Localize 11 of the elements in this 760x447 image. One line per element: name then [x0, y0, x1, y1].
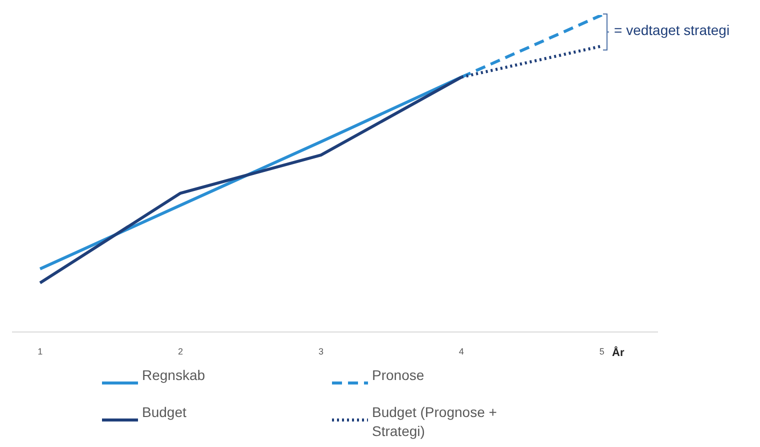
legend-label: Regnskab — [142, 366, 206, 385]
x-axis-title: År — [612, 347, 624, 359]
x-tick-label: 4 — [458, 346, 464, 356]
legend-label: Budget — [142, 403, 188, 422]
legend-label: Budget (Prognose + Strategi) — [372, 403, 498, 441]
x-tick-label: 5 — [599, 346, 604, 356]
x-tick-label: 3 — [318, 346, 324, 356]
legend-label: Pronose — [372, 366, 426, 385]
x-tick-label: 1 — [38, 346, 43, 356]
annotation: = vedtaget strategi — [614, 22, 730, 38]
x-tick-label: 2 — [178, 346, 184, 356]
